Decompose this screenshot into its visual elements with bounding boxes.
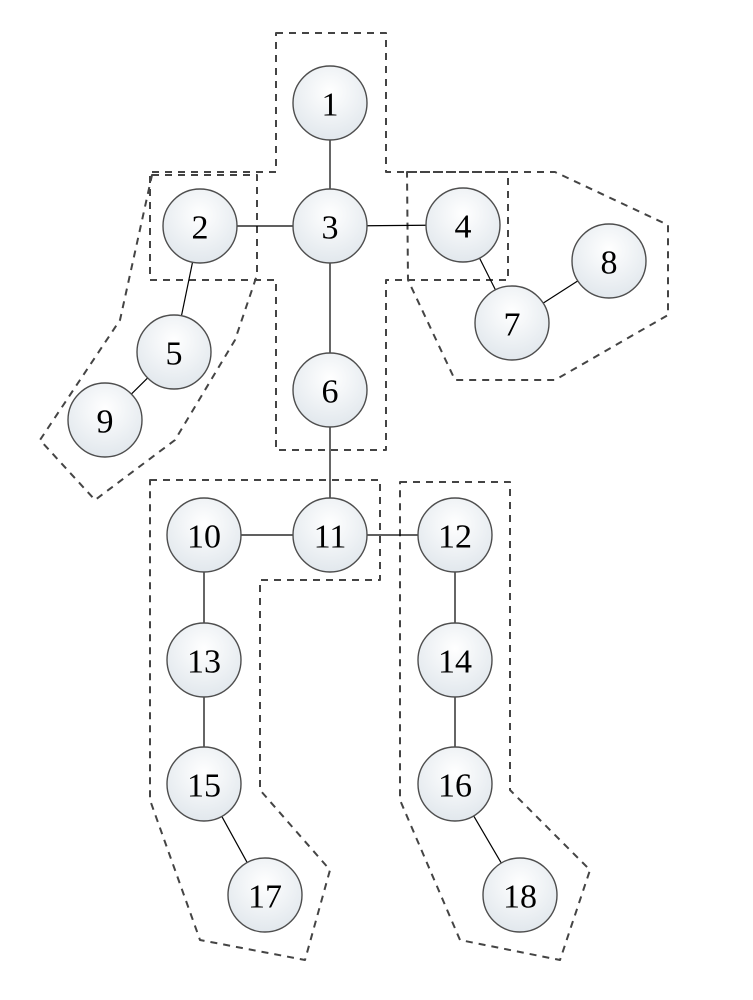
node-label: 18: [503, 879, 537, 916]
node-10: 10: [167, 498, 241, 572]
edge-4-7: [480, 258, 496, 290]
node-16: 16: [418, 747, 492, 821]
node-label: 16: [438, 768, 472, 805]
node-4: 4: [426, 188, 500, 262]
node-label: 17: [248, 879, 282, 916]
node-label: 4: [455, 209, 472, 246]
edge-2-5: [181, 262, 192, 316]
node-8: 8: [572, 224, 646, 298]
node-3: 3: [293, 189, 367, 263]
node-label: 2: [192, 210, 209, 247]
edge-7-8: [543, 281, 578, 303]
node-17: 17: [228, 858, 302, 932]
node-label: 11: [314, 519, 347, 556]
node-label: 10: [187, 519, 221, 556]
edge-15-17: [222, 816, 247, 862]
node-label: 13: [187, 644, 221, 681]
node-label: 15: [187, 768, 221, 805]
skeleton-diagram: 123456789101112131415161718: [0, 0, 753, 1000]
node-6: 6: [293, 353, 367, 427]
node-5: 5: [137, 315, 211, 389]
node-label: 9: [97, 404, 114, 441]
node-9: 9: [68, 383, 142, 457]
node-15: 15: [167, 747, 241, 821]
node-7: 7: [475, 286, 549, 360]
node-13: 13: [167, 623, 241, 697]
node-label: 12: [438, 519, 472, 556]
node-label: 6: [322, 374, 339, 411]
node-label: 14: [438, 644, 472, 681]
node-1: 1: [293, 66, 367, 140]
regions-group: [40, 33, 668, 960]
node-label: 7: [504, 307, 521, 344]
node-11: 11: [293, 498, 367, 572]
edge-16-18: [474, 816, 502, 863]
nodes-group: 123456789101112131415161718: [68, 66, 646, 932]
node-12: 12: [418, 498, 492, 572]
node-18: 18: [483, 858, 557, 932]
node-14: 14: [418, 623, 492, 697]
node-label: 8: [601, 245, 618, 282]
node-label: 3: [322, 210, 339, 247]
node-2: 2: [163, 189, 237, 263]
edge-5-9: [131, 378, 147, 394]
node-label: 1: [322, 87, 339, 124]
node-label: 5: [166, 336, 183, 373]
